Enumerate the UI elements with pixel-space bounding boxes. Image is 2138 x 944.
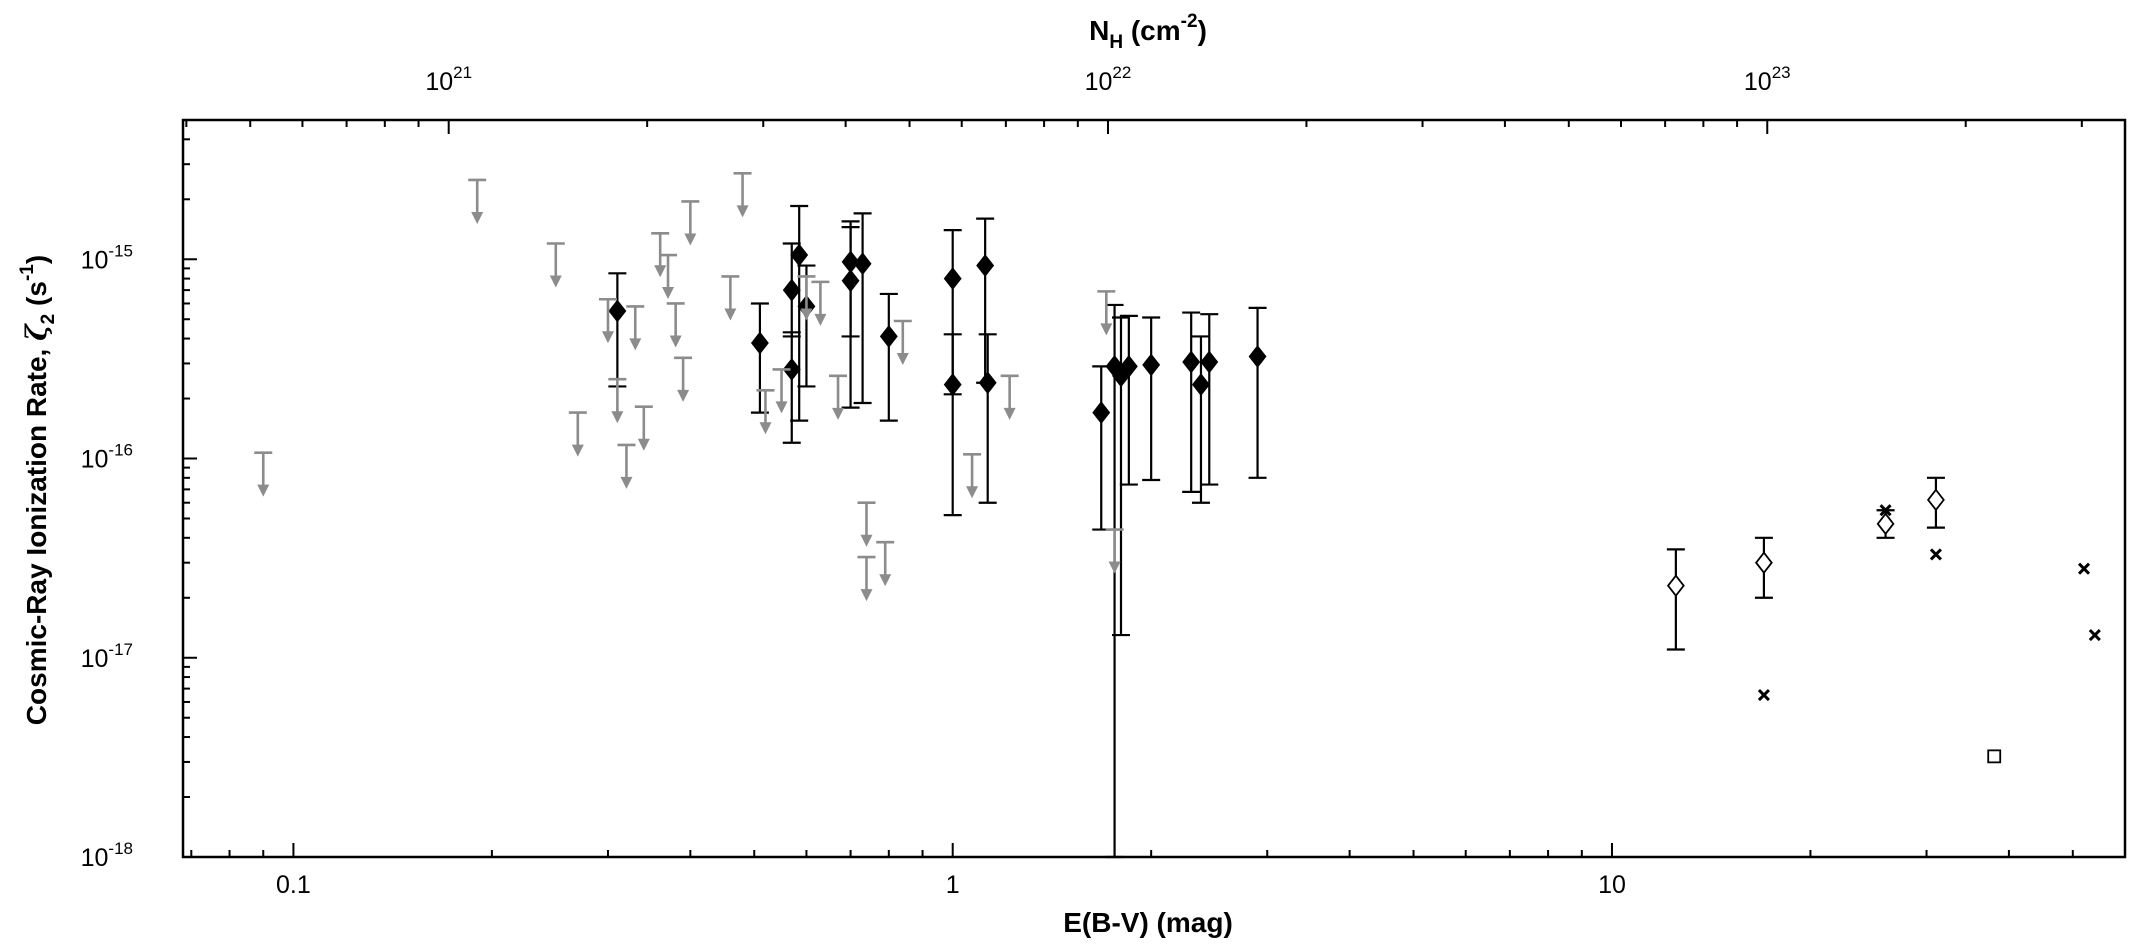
upper-limit-arrowhead (879, 574, 892, 587)
detection-point (1092, 401, 1111, 425)
detection-point (1182, 350, 1201, 374)
upper-limit-arrowhead (629, 338, 642, 351)
open-diamond-point (1754, 551, 1773, 575)
upper-limit-arrowhead (860, 534, 873, 547)
x-tick-label: 0.1 (276, 871, 311, 899)
open-diamond-point (1876, 512, 1895, 536)
detection-point (976, 254, 995, 278)
upper-limit-arrowhead (669, 335, 682, 348)
x-tick-label: 10 (1598, 871, 1626, 899)
y-tick-label: 10-16 (81, 441, 133, 474)
upper-limit-arrowhead (620, 476, 633, 489)
upper-limit-arrowhead (775, 401, 788, 414)
open-diamond-point (1926, 488, 1945, 512)
upper-limit-arrowhead (1100, 323, 1113, 336)
y-tick-label: 10-17 (81, 640, 133, 673)
upper-limit-arrowhead (724, 308, 737, 321)
upper-limit-arrowhead (662, 287, 675, 300)
detection-point (879, 324, 898, 348)
detection-point (782, 357, 801, 381)
detection-point (1119, 354, 1138, 378)
upper-limit-arrowhead (257, 484, 270, 497)
detection-point (943, 373, 962, 397)
upper-limit-arrowhead (896, 352, 909, 365)
upper-limit-arrowhead (549, 275, 562, 288)
upper-limit-arrowhead (832, 407, 845, 420)
upper-limit-arrowhead (684, 233, 697, 246)
cross-point (1929, 548, 1942, 561)
upper-limit-arrowhead (1003, 407, 1016, 420)
upper-limit-arrowhead (966, 486, 979, 499)
upper-limit-arrowhead (677, 389, 690, 402)
upper-limit-arrowhead (814, 313, 827, 326)
detection-point (782, 278, 801, 302)
detection-point (943, 267, 962, 291)
axes-layer: 0.1 1 10 10-18 10-17 10-16 10-15 1021 1022 1023 (81, 63, 2127, 899)
upper-limit-arrowhead (637, 438, 650, 451)
upper-limit-arrowhead (571, 444, 584, 457)
detection-point (1200, 350, 1219, 374)
open-square-point (1987, 749, 2002, 764)
plot-frame (181, 118, 2127, 859)
y-tick-label: 10-15 (81, 241, 133, 274)
upper-limit-arrowhead (601, 331, 614, 344)
top-tick-label: 1021 (425, 63, 472, 96)
detection-point (1248, 345, 1267, 368)
marks-layer (254, 172, 2101, 859)
cross-point (1757, 688, 1770, 702)
y-tick-label: 10-18 (81, 839, 133, 872)
detection-point (790, 243, 809, 267)
detection-point (1142, 353, 1161, 377)
detection-point (1192, 373, 1210, 397)
detection-point (750, 331, 769, 355)
top-axis-title: NH (cm-2) (1089, 11, 1207, 53)
top-tick-label: 1022 (1085, 63, 1132, 96)
upper-limit-arrowhead (759, 422, 772, 435)
upper-limit-arrowhead (736, 205, 749, 218)
x-axis-title: E(B-V) (mag) (1063, 907, 1233, 938)
upper-limit-arrowhead (860, 589, 873, 602)
y-axis-title: Cosmic-Ray Ionization Rate, ζ2 (s-1) (17, 255, 59, 725)
upper-limit-arrowhead (611, 411, 624, 424)
detection-point (978, 371, 997, 395)
cross-point (2077, 562, 2091, 575)
upper-limit-arrowhead (654, 265, 667, 278)
upper-limit-arrowhead (471, 211, 484, 224)
detection-point (608, 299, 627, 323)
cross-point (2088, 628, 2101, 642)
top-tick-label: 1023 (1744, 63, 1791, 96)
detection-point (841, 269, 860, 293)
upper-limit-arrowhead (1108, 561, 1121, 574)
x-tick-label: 1 (946, 871, 960, 899)
cross-point (1879, 504, 1892, 517)
open-diamond-point (1666, 574, 1685, 598)
detection-point (853, 252, 872, 276)
upper-limit-arrowhead (800, 308, 813, 321)
